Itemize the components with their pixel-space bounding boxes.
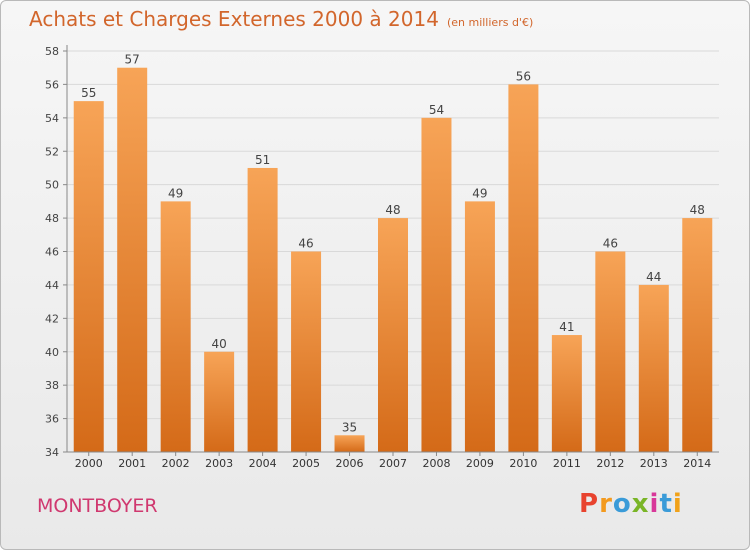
data-label-2004: 51 [255, 153, 270, 167]
data-label-2006: 35 [342, 420, 357, 434]
y-tick-label: 50 [45, 179, 59, 192]
x-tick-label-2007: 2007 [379, 457, 407, 470]
x-tick-label-2013: 2013 [640, 457, 668, 470]
y-tick-label: 58 [45, 45, 59, 58]
x-tick-label-2009: 2009 [466, 457, 494, 470]
y-tick-label: 40 [45, 346, 59, 359]
bar-2001 [117, 67, 148, 452]
x-tick-label-2012: 2012 [596, 457, 624, 470]
y-tick-label: 34 [45, 446, 59, 459]
data-label-2002: 49 [168, 186, 183, 200]
brand-letter: x [631, 489, 650, 519]
brand-letter: P [579, 489, 600, 519]
brand-letter: o [612, 489, 632, 519]
y-tick-label: 54 [45, 112, 59, 125]
bar-2010 [508, 84, 539, 453]
brand-letter: i [649, 489, 660, 519]
x-tick-label-2002: 2002 [162, 457, 190, 470]
x-tick-label-2004: 2004 [249, 457, 277, 470]
axes: 34 36 38 40 42 44 46 48 50 52 54 56 58 2000 2001 2002 20… [45, 45, 719, 470]
x-tick-label-2006: 2006 [336, 457, 364, 470]
data-label-2012: 46 [603, 237, 618, 251]
data-label-2013: 44 [646, 270, 661, 284]
data-label-2008: 54 [429, 103, 444, 117]
y-tick-label: 36 [45, 413, 59, 426]
bar-2011 [551, 335, 582, 452]
y-tick-label: 48 [45, 212, 59, 225]
y-tick-label: 46 [45, 246, 59, 259]
data-label-2001: 57 [125, 53, 140, 67]
brand-logo: Proxiti [579, 489, 683, 519]
y-tick-label: 44 [45, 279, 59, 292]
place-name: MONTBOYER [37, 495, 158, 517]
chart-title-text: Achats et Charges Externes 2000 à 2014 [29, 7, 439, 31]
y-tick-label: 56 [45, 78, 59, 91]
bar-2002 [160, 201, 191, 452]
x-tick-label-2005: 2005 [292, 457, 320, 470]
bar-2003 [204, 351, 235, 452]
data-labels: 55 57 49 40 51 46 35 48 54 49 56 41 46 44 48 [81, 53, 705, 435]
x-tick-label-2014: 2014 [683, 457, 711, 470]
data-label-2014: 48 [690, 203, 705, 217]
brand-letter: r [599, 489, 613, 519]
y-tick-label: 38 [45, 379, 59, 392]
data-label-2007: 48 [385, 203, 400, 217]
bar-2008 [421, 117, 452, 452]
x-tick-label-2010: 2010 [509, 457, 537, 470]
x-tick-label-2011: 2011 [553, 457, 581, 470]
chart-title: Achats et Charges Externes 2000 à 2014 (e… [29, 7, 533, 31]
bar-2000 [73, 101, 104, 452]
bars [73, 67, 713, 453]
bar-2012 [595, 251, 626, 452]
data-label-2010: 56 [516, 69, 531, 83]
bar-2013 [638, 284, 669, 452]
bar-2007 [378, 218, 408, 452]
bar-2004 [247, 167, 278, 453]
brand-letter: t [659, 489, 673, 519]
data-label-2009: 49 [472, 186, 487, 200]
x-tick-label-2003: 2003 [205, 457, 233, 470]
x-tick-label-2000: 2000 [75, 457, 103, 470]
bar-2009 [464, 201, 495, 452]
bar-2006 [334, 435, 365, 452]
y-tick-label: 42 [45, 312, 59, 325]
chart-subtitle: (en milliers d'€) [446, 16, 534, 29]
bar-2014 [682, 218, 713, 452]
x-tick-label-2008: 2008 [422, 457, 450, 470]
data-label-2003: 40 [211, 337, 226, 351]
data-label-2005: 46 [298, 237, 313, 251]
bar-2005 [291, 251, 322, 452]
data-label-2000: 55 [81, 86, 96, 100]
data-label-2011: 41 [559, 320, 574, 334]
x-tick-label-2001: 2001 [118, 457, 146, 470]
brand-letter: i [672, 489, 683, 519]
y-tick-label: 52 [45, 145, 59, 158]
